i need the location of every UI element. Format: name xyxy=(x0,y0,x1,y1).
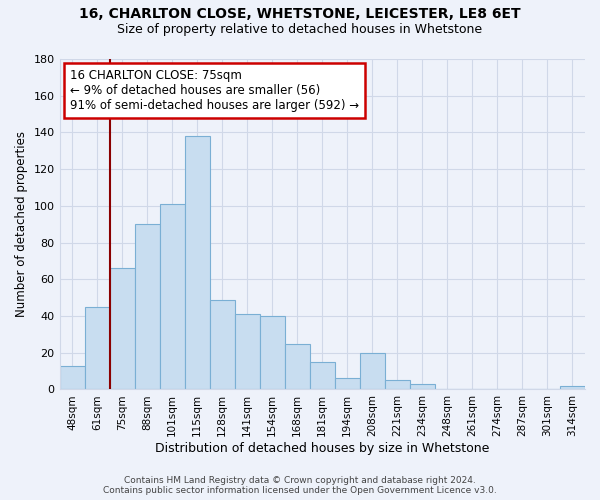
Bar xyxy=(310,362,335,390)
Bar xyxy=(85,307,110,390)
Text: 16 CHARLTON CLOSE: 75sqm
← 9% of detached houses are smaller (56)
91% of semi-de: 16 CHARLTON CLOSE: 75sqm ← 9% of detache… xyxy=(70,69,359,112)
Bar xyxy=(235,314,260,390)
Bar xyxy=(260,316,285,390)
Text: Size of property relative to detached houses in Whetstone: Size of property relative to detached ho… xyxy=(118,22,482,36)
Bar xyxy=(410,384,435,390)
Text: Contains HM Land Registry data © Crown copyright and database right 2024.
Contai: Contains HM Land Registry data © Crown c… xyxy=(103,476,497,495)
Text: 16, CHARLTON CLOSE, WHETSTONE, LEICESTER, LE8 6ET: 16, CHARLTON CLOSE, WHETSTONE, LEICESTER… xyxy=(79,8,521,22)
Bar xyxy=(385,380,410,390)
X-axis label: Distribution of detached houses by size in Whetstone: Distribution of detached houses by size … xyxy=(155,442,490,455)
Bar xyxy=(134,224,160,390)
Bar xyxy=(110,268,134,390)
Bar xyxy=(285,344,310,390)
Bar xyxy=(209,300,235,390)
Y-axis label: Number of detached properties: Number of detached properties xyxy=(15,131,28,317)
Bar xyxy=(360,352,385,390)
Bar xyxy=(59,366,85,390)
Bar xyxy=(335,378,360,390)
Bar xyxy=(160,204,185,390)
Bar xyxy=(185,136,209,390)
Bar xyxy=(560,386,585,390)
